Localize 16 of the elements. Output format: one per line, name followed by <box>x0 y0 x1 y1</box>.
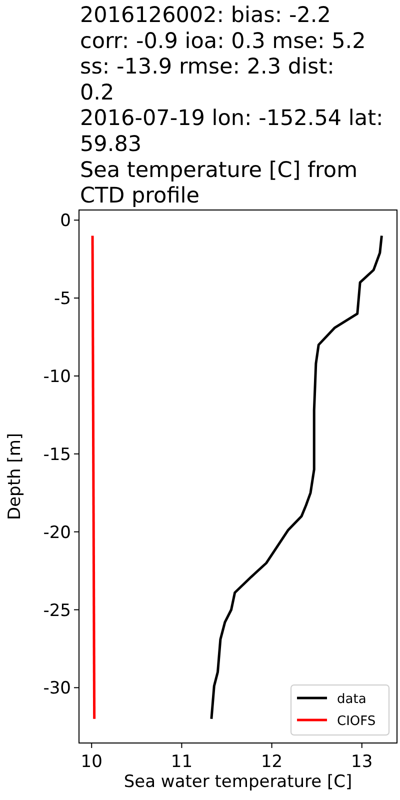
y-tick-label: 0 <box>60 211 71 232</box>
x-tick-label: 13 <box>351 752 373 772</box>
legend-label: data <box>337 692 366 707</box>
x-tick-label: 11 <box>170 752 193 772</box>
x-tick-label: 12 <box>260 752 283 772</box>
legend-label: CIOFS <box>337 714 376 729</box>
y-tick-label: -10 <box>43 366 71 387</box>
y-tick-label: -25 <box>43 600 71 621</box>
x-tick-label: 10 <box>80 752 102 772</box>
y-tick-label: -20 <box>43 522 71 543</box>
y-tick-label: -5 <box>54 289 71 310</box>
y-tick-label: -15 <box>43 444 71 465</box>
y-tick-label: -30 <box>43 678 71 699</box>
x-axis-title: Sea water temperature [C] <box>124 772 352 792</box>
chart-title: 2016126002: bias: -2.2 corr: -0.9 ioa: 0.3 mse: 5.2 ss: -13.9 rmse: 2.3 dist: 0.2 2016-07-19 lon: -152.54 lat: 59.83 Sea temperature [C] from CTD profile <box>80 3 384 209</box>
y-axis-title: Depth [m] <box>5 432 25 520</box>
